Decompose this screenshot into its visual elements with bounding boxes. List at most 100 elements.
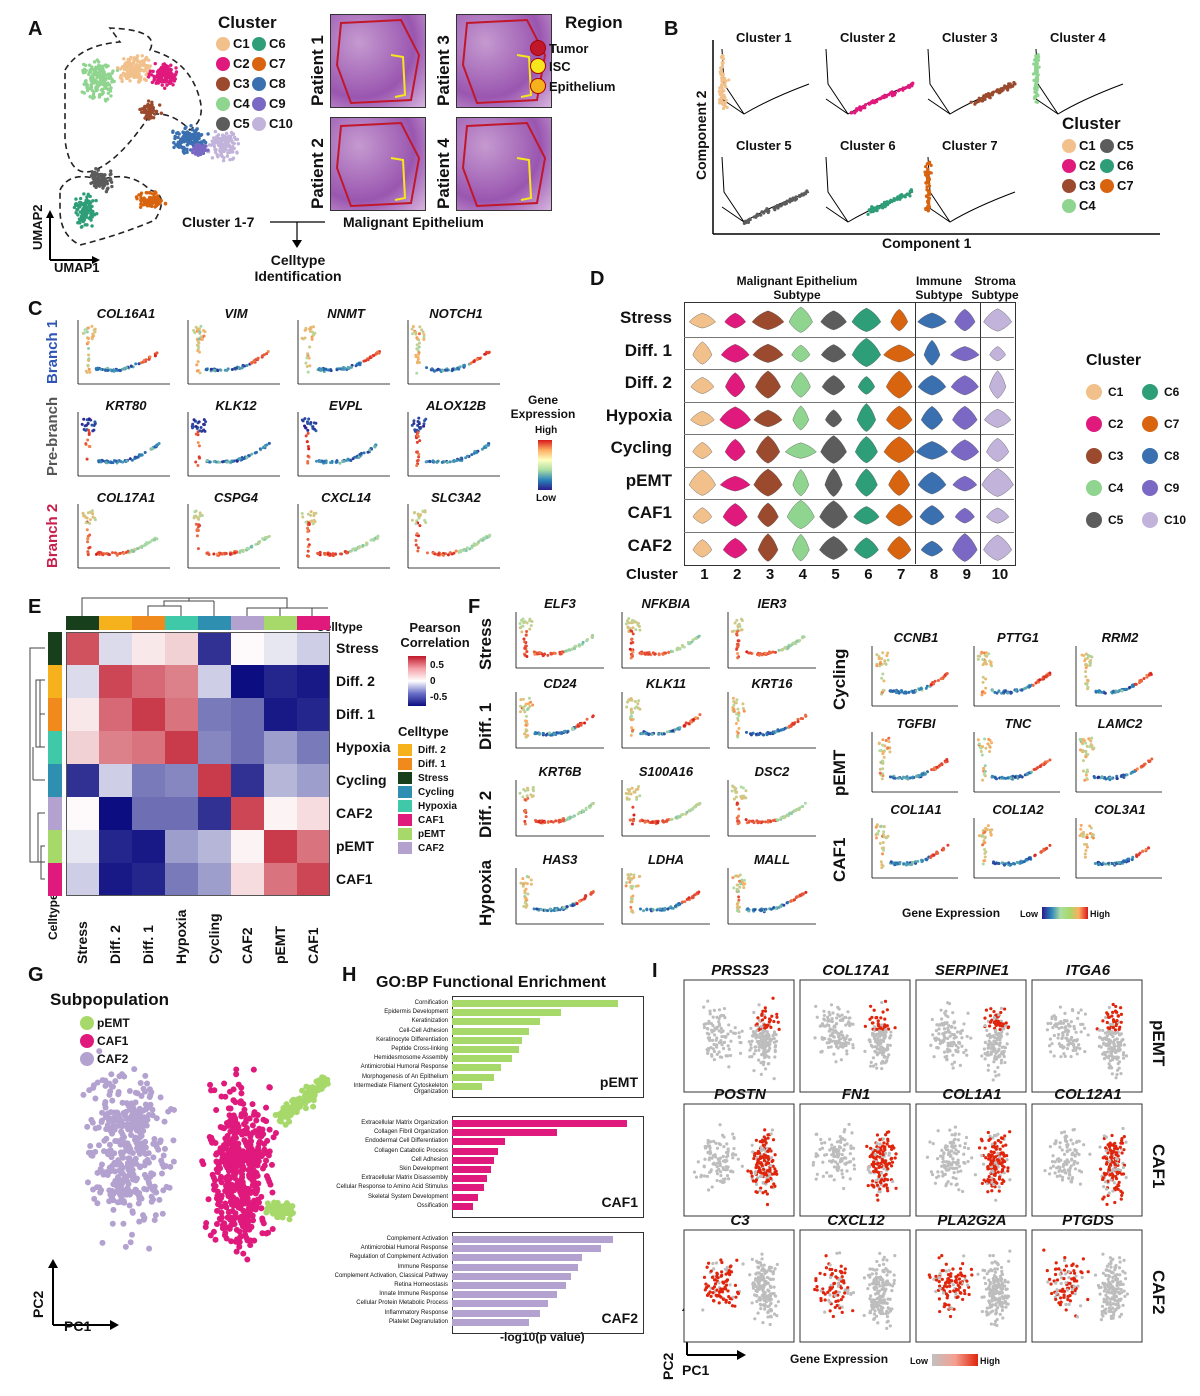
g-point-pemt (279, 1113, 286, 1120)
umap-point (154, 109, 158, 114)
g-point-caf2 (152, 1212, 159, 1219)
umap-point (172, 145, 176, 150)
umap-point (135, 56, 139, 60)
legend-swatch (1062, 178, 1076, 193)
expression-point (692, 805, 696, 809)
e-left-celltype-bar (48, 830, 62, 863)
expression-point (452, 459, 456, 463)
f-trajectory-plot (621, 692, 710, 749)
trajectory-point (880, 206, 885, 210)
expression-point (96, 551, 100, 555)
g-point-caf2 (106, 1164, 113, 1171)
umap-point (146, 75, 151, 79)
expression-point (307, 417, 311, 421)
expression-point (441, 369, 445, 373)
d-group-immune: Immune Subtype (915, 274, 963, 302)
expression-point (521, 697, 525, 701)
umap-point (170, 72, 174, 76)
expression-point (519, 698, 523, 702)
expression-point (522, 637, 526, 641)
violin-c4 (790, 371, 811, 398)
g-point-caf2 (112, 1078, 119, 1085)
trajectory-point (1012, 81, 1016, 85)
expression-point (334, 460, 338, 464)
umap-point (156, 69, 160, 73)
g-point-pemt (292, 1106, 299, 1113)
expression-point (765, 732, 769, 736)
expression-point (309, 513, 313, 517)
violin-c2 (725, 372, 746, 398)
g-point-caf2 (156, 1196, 163, 1203)
component2-label: Component 2 (693, 90, 709, 180)
violin-c10 (989, 370, 1007, 399)
umap-point (109, 86, 113, 90)
expression-point (99, 367, 103, 371)
b-legend-c4: C4 (1062, 198, 1096, 213)
e-heatmap-cell (99, 632, 132, 665)
expression-point (198, 350, 202, 354)
d-row-label: CAF1 (627, 503, 672, 522)
umap-point (236, 142, 241, 146)
expression-point (643, 820, 647, 824)
trajectory-point (973, 102, 977, 106)
trajectory-title: Cluster 1 (736, 30, 792, 45)
expression-point (629, 718, 633, 722)
d-row-label: Cycling (610, 438, 672, 457)
expression-point (691, 718, 695, 722)
violin-c10 (981, 467, 1014, 497)
g-point-caf1 (222, 1230, 229, 1237)
expression-point (136, 546, 140, 550)
expression-point (260, 354, 264, 358)
umap-point (92, 60, 97, 64)
trajectory-point (883, 205, 887, 209)
d-row-label: CAF2 (627, 535, 672, 555)
expression-point (104, 368, 108, 372)
violin-c3 (755, 370, 781, 399)
expression-point (415, 440, 419, 444)
expression-point (145, 540, 149, 544)
umap-point (137, 78, 142, 83)
umap-point (148, 69, 153, 74)
c-gene-title: EVPL (329, 398, 363, 413)
trajectory-point (772, 206, 777, 210)
umap-point (232, 135, 237, 140)
trajectory-point (765, 207, 769, 211)
legend-swatch (252, 116, 266, 131)
expression-point (637, 624, 641, 628)
g-point-pemt (315, 1082, 322, 1089)
g-point-caf2 (158, 1157, 165, 1164)
expression-point (328, 552, 332, 556)
e-heatmap-cell (132, 698, 165, 731)
e-heatmap-cell (264, 698, 297, 731)
trajectory-point (1033, 90, 1037, 94)
cluster-legend-c6: C6 (252, 36, 286, 51)
expression-point (84, 521, 88, 525)
e-heatmap-cell (132, 764, 165, 797)
e-celltype-legend-title: Celltype (398, 724, 449, 739)
expression-point (537, 731, 541, 735)
expression-point (329, 369, 333, 373)
expression-point (353, 455, 357, 459)
c-gene-title: COL16A1 (96, 306, 156, 321)
violin-c2 (724, 312, 746, 329)
expression-point (85, 516, 89, 520)
expression-point (538, 651, 542, 655)
expression-point (627, 621, 631, 625)
trajectory-point (924, 206, 928, 211)
umap-point (213, 138, 218, 143)
legend-label: C7 (1164, 417, 1180, 431)
expression-point (216, 552, 220, 556)
umap-point (95, 87, 99, 92)
d-cluster-number: 5 (831, 566, 840, 583)
expression-point (482, 446, 486, 450)
umap-point (143, 104, 147, 109)
f-trajectory-plot (515, 780, 604, 837)
violin-c8 (919, 505, 945, 526)
expression-point (89, 510, 93, 514)
expression-point (665, 730, 669, 734)
trajectory-point (879, 96, 883, 100)
expression-point (638, 794, 642, 798)
expression-point (787, 644, 791, 648)
expression-point (781, 728, 785, 732)
g-point-caf2 (87, 1143, 94, 1150)
